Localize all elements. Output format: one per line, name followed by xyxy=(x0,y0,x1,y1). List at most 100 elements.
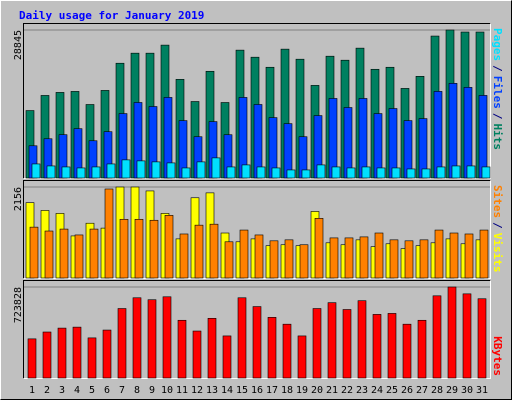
x-tick-label: 10 xyxy=(161,385,173,396)
panel-edge-dark xyxy=(23,280,491,379)
bar xyxy=(91,166,101,179)
bar xyxy=(391,167,401,179)
x-tick-label: 31 xyxy=(476,385,488,396)
bar xyxy=(29,226,39,279)
bar xyxy=(432,295,442,379)
x-tick-label: 27 xyxy=(416,385,428,396)
bar xyxy=(254,234,264,279)
bar xyxy=(87,337,97,379)
bar xyxy=(224,241,234,279)
x-tick-label: 23 xyxy=(356,385,368,396)
legend-entry: Visits xyxy=(491,233,504,273)
bar xyxy=(239,229,249,279)
bar xyxy=(147,299,157,379)
bar xyxy=(464,233,474,279)
panel-edge-light xyxy=(23,23,491,179)
bar xyxy=(388,108,398,179)
panel-edge-light xyxy=(23,280,491,379)
bar xyxy=(463,87,473,179)
bar xyxy=(237,297,247,379)
bar xyxy=(194,224,204,279)
bar xyxy=(61,166,71,179)
bar xyxy=(359,236,369,279)
x-tick-label: 15 xyxy=(236,385,248,396)
panel-edge-dark xyxy=(23,23,491,179)
bar xyxy=(342,309,352,379)
x-tick-label: 17 xyxy=(266,385,278,396)
x-tick-label: 6 xyxy=(104,385,110,396)
legend-separator: / xyxy=(491,65,504,72)
x-tick-label: 3 xyxy=(59,385,65,396)
bar xyxy=(74,234,84,279)
bar xyxy=(76,167,86,179)
bar xyxy=(436,166,446,179)
bar xyxy=(226,166,236,179)
bar xyxy=(447,286,457,379)
legend-separator: / xyxy=(491,113,504,120)
bar xyxy=(117,308,127,379)
x-tick-label: 25 xyxy=(386,385,398,396)
bar xyxy=(136,160,146,179)
bar xyxy=(196,161,206,179)
bar xyxy=(479,229,489,279)
bar xyxy=(57,327,67,379)
x-tick-label: 13 xyxy=(206,385,218,396)
y-tick-label: 723828 xyxy=(13,287,24,323)
bar xyxy=(361,166,371,179)
bar xyxy=(343,107,353,179)
legend: KBytes xyxy=(491,336,504,376)
bar xyxy=(106,163,116,179)
bar xyxy=(31,163,41,179)
x-tick-label: 24 xyxy=(371,385,383,396)
bar xyxy=(151,161,161,179)
bar xyxy=(402,323,412,379)
legend-entry: Sites xyxy=(491,185,504,218)
x-tick-label: 9 xyxy=(149,385,155,396)
x-tick-label: 19 xyxy=(296,385,308,396)
legend: Sites / Visits xyxy=(491,185,504,273)
x-tick-label: 18 xyxy=(281,385,293,396)
y-tick-label: 28845 xyxy=(13,30,24,60)
x-tick-label: 11 xyxy=(176,385,188,396)
bar xyxy=(252,306,262,379)
x-tick-label: 26 xyxy=(401,385,413,396)
bar xyxy=(404,240,414,279)
bar xyxy=(177,319,187,379)
bar xyxy=(42,331,52,379)
bar xyxy=(132,297,142,379)
x-tick-label: 29 xyxy=(446,385,458,396)
bar xyxy=(417,319,427,379)
bar xyxy=(164,215,174,279)
x-tick-label: 12 xyxy=(191,385,203,396)
bar xyxy=(209,223,219,279)
bar xyxy=(72,326,82,379)
y-tick-label: 2156 xyxy=(13,187,24,211)
bar xyxy=(314,218,324,279)
bar xyxy=(286,169,296,179)
bar xyxy=(358,98,368,179)
bar xyxy=(102,329,112,379)
x-tick-label: 4 xyxy=(74,385,80,396)
bar xyxy=(419,239,429,279)
bar xyxy=(434,229,444,279)
legend-entry: Hits xyxy=(491,124,504,151)
x-tick-label: 8 xyxy=(134,385,140,396)
bar xyxy=(372,314,382,379)
bar xyxy=(387,313,397,379)
x-tick-label: 28 xyxy=(431,385,443,396)
bar xyxy=(312,308,322,379)
legend: Pages / Files / Hits xyxy=(491,28,504,150)
bar xyxy=(389,239,399,279)
bar xyxy=(282,323,292,379)
legend-entry: Pages xyxy=(491,28,504,61)
x-tick-label: 16 xyxy=(251,385,263,396)
bar xyxy=(121,159,131,179)
bar xyxy=(59,228,69,279)
bar xyxy=(466,165,476,179)
bar xyxy=(449,232,459,279)
bar xyxy=(346,167,356,179)
panel-edge-light xyxy=(23,180,491,279)
bar xyxy=(269,240,279,279)
bar xyxy=(299,244,309,279)
